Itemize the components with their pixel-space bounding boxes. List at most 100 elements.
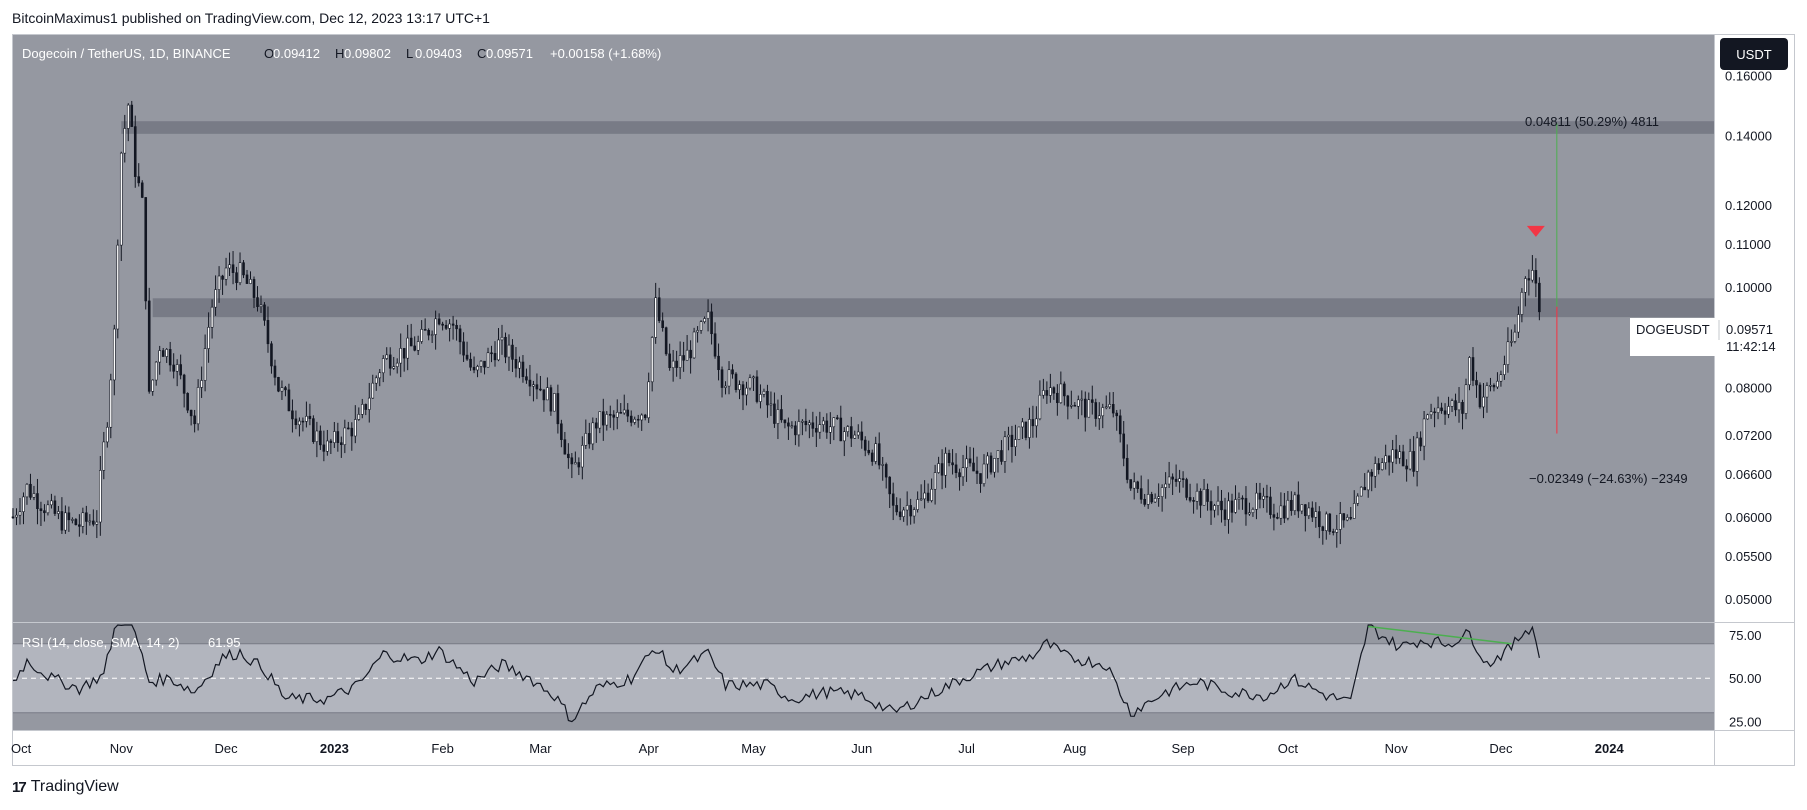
candle-body bbox=[1377, 463, 1380, 470]
candle-body bbox=[832, 417, 836, 428]
candle-body bbox=[888, 476, 891, 495]
candle-body bbox=[88, 520, 92, 523]
candle-body bbox=[465, 354, 469, 360]
candle-body bbox=[1192, 500, 1195, 502]
candle-body bbox=[305, 415, 308, 422]
price-axis-tick: 0.05000 bbox=[1725, 592, 1772, 607]
candle-body bbox=[560, 423, 563, 440]
candle-body bbox=[497, 339, 500, 361]
candle-body bbox=[804, 420, 808, 426]
candle-body bbox=[343, 427, 347, 446]
candle-body bbox=[1262, 495, 1265, 500]
candle-body bbox=[1070, 404, 1073, 407]
candle-body bbox=[217, 275, 221, 290]
candle-body bbox=[347, 427, 350, 430]
candle-body bbox=[825, 420, 829, 433]
candle-body bbox=[574, 462, 577, 465]
candle-body bbox=[877, 443, 881, 466]
candle-body bbox=[193, 415, 196, 425]
candle-body bbox=[626, 409, 630, 417]
candle-body bbox=[525, 376, 528, 381]
candle-body bbox=[1220, 500, 1223, 511]
candle-body bbox=[954, 464, 958, 473]
candle-body bbox=[1178, 478, 1181, 482]
candle-body bbox=[1014, 439, 1017, 447]
time-axis-tick: 2023 bbox=[320, 741, 349, 756]
candle-body bbox=[947, 452, 951, 464]
candle-body bbox=[1049, 387, 1052, 396]
candle-body bbox=[273, 365, 277, 378]
candle-body bbox=[996, 450, 1000, 459]
rsi-title[interactable]: RSI (14, close, SMA, 14, 2) bbox=[22, 635, 180, 650]
candle-body bbox=[1492, 384, 1496, 388]
candle-body bbox=[43, 510, 46, 514]
candle-body bbox=[284, 387, 287, 391]
candle-body bbox=[186, 393, 189, 411]
candle-body bbox=[493, 353, 497, 361]
candle-body bbox=[661, 320, 664, 329]
candle-body bbox=[1419, 437, 1422, 447]
candle-body bbox=[752, 376, 755, 379]
candle-body bbox=[1304, 504, 1307, 517]
candle-body bbox=[1083, 398, 1087, 418]
candle-body bbox=[776, 409, 780, 424]
candle-body bbox=[588, 433, 591, 445]
candle-body bbox=[99, 470, 102, 523]
horizontal-zones bbox=[121, 121, 1714, 318]
candle-body bbox=[769, 403, 773, 406]
candle-body bbox=[1380, 462, 1384, 470]
candle-body bbox=[794, 425, 797, 436]
candle-body bbox=[846, 426, 850, 433]
candle-body bbox=[1471, 357, 1475, 381]
candle-body bbox=[245, 274, 249, 284]
candle-body bbox=[1063, 383, 1066, 397]
horizontal-zone-2[interactable] bbox=[152, 298, 1714, 318]
candle-body bbox=[1248, 512, 1251, 515]
candle-body bbox=[102, 441, 106, 471]
candle-body bbox=[60, 511, 64, 531]
candle-body bbox=[567, 453, 570, 459]
candle-body bbox=[1139, 488, 1143, 500]
candle-body bbox=[1300, 504, 1304, 512]
candles-layer bbox=[11, 100, 1541, 548]
candle-body bbox=[577, 462, 581, 468]
last-price-box bbox=[1630, 318, 1788, 356]
candle-body bbox=[1352, 503, 1356, 519]
candle-body bbox=[1195, 490, 1199, 502]
candle-body bbox=[839, 417, 843, 442]
tradingview-logo[interactable]: 17 TradingView bbox=[12, 778, 119, 796]
candle-body bbox=[144, 197, 148, 302]
time-axis-tick: Dec bbox=[1489, 741, 1513, 756]
down-arrow-marker[interactable] bbox=[1526, 225, 1545, 237]
candle-body bbox=[200, 380, 203, 388]
candle-body bbox=[1489, 384, 1492, 387]
candle-body bbox=[315, 430, 319, 442]
candle-body bbox=[1276, 517, 1279, 519]
time-axis-tick: Dec bbox=[214, 741, 238, 756]
candle-body bbox=[1080, 398, 1084, 401]
candle-body bbox=[1475, 380, 1478, 386]
candle-body bbox=[636, 418, 640, 421]
candle-body bbox=[780, 409, 783, 421]
candle-body bbox=[78, 524, 81, 527]
candle-body bbox=[808, 422, 811, 426]
candle-body bbox=[1370, 471, 1374, 477]
candle-body bbox=[357, 414, 361, 420]
candle-body bbox=[605, 414, 609, 426]
time-axis-tick: Oct bbox=[1278, 741, 1299, 756]
candle-body bbox=[1297, 494, 1300, 512]
candle-body bbox=[671, 360, 675, 369]
currency-button[interactable] bbox=[1720, 38, 1788, 70]
candle-body bbox=[1234, 499, 1237, 513]
candle-body bbox=[1482, 396, 1485, 408]
candle-body bbox=[629, 415, 633, 423]
bearish-divergence-line[interactable] bbox=[1368, 625, 1512, 645]
candle-body bbox=[1286, 499, 1290, 519]
horizontal-zone-1[interactable] bbox=[121, 121, 1714, 134]
candle-body bbox=[1279, 505, 1283, 519]
candle-body bbox=[1097, 415, 1101, 419]
candle-body bbox=[18, 511, 22, 516]
symbol-title[interactable]: Dogecoin / TetherUS, 1D, BINANCE bbox=[22, 46, 231, 61]
candle-body bbox=[50, 500, 53, 506]
